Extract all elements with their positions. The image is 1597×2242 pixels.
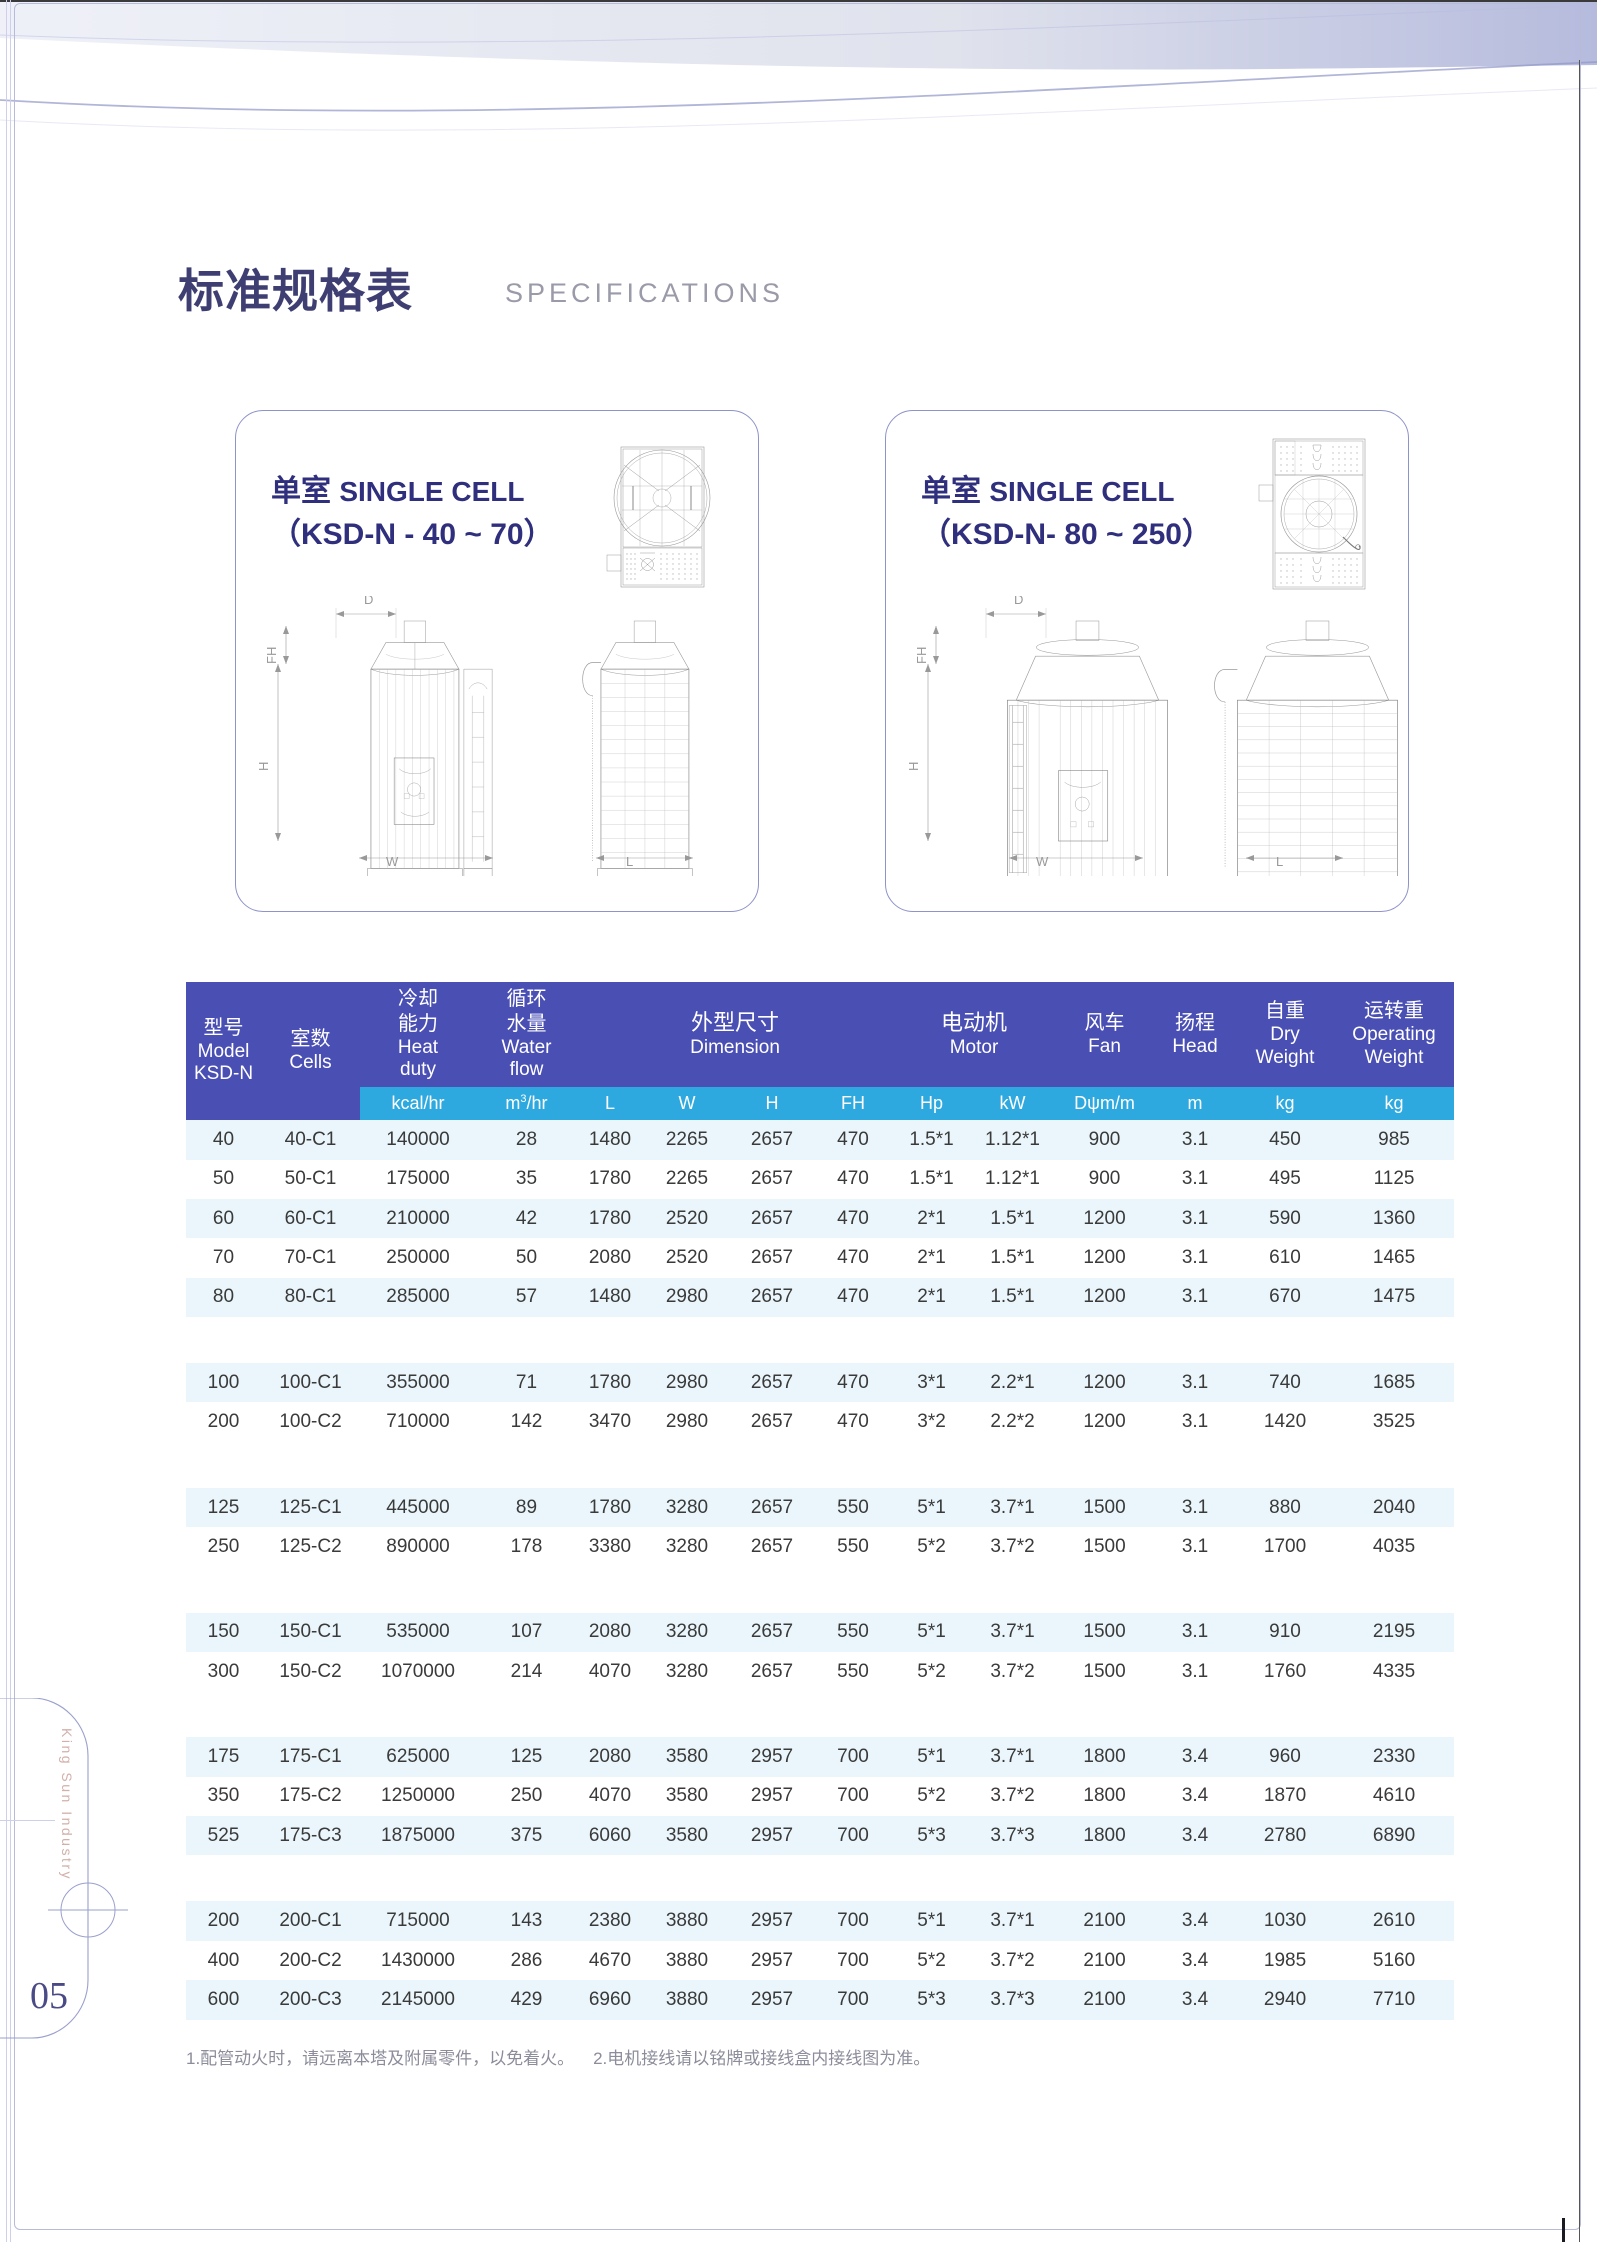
- svg-text:L: L: [626, 854, 633, 869]
- svg-text:FH: FH: [264, 647, 279, 664]
- svg-text:H: H: [256, 762, 271, 771]
- svg-text:FH: FH: [914, 647, 929, 664]
- svg-text:05: 05: [30, 1975, 68, 2017]
- svg-text:D: D: [1014, 596, 1023, 607]
- svg-text:L: L: [1276, 854, 1283, 869]
- svg-text:H: H: [906, 762, 921, 771]
- svg-text:W: W: [386, 854, 399, 869]
- svg-text:King Sun Industry: King Sun Industry: [59, 1728, 75, 1881]
- svg-text:D: D: [364, 596, 373, 607]
- svg-text:W: W: [1036, 854, 1049, 869]
